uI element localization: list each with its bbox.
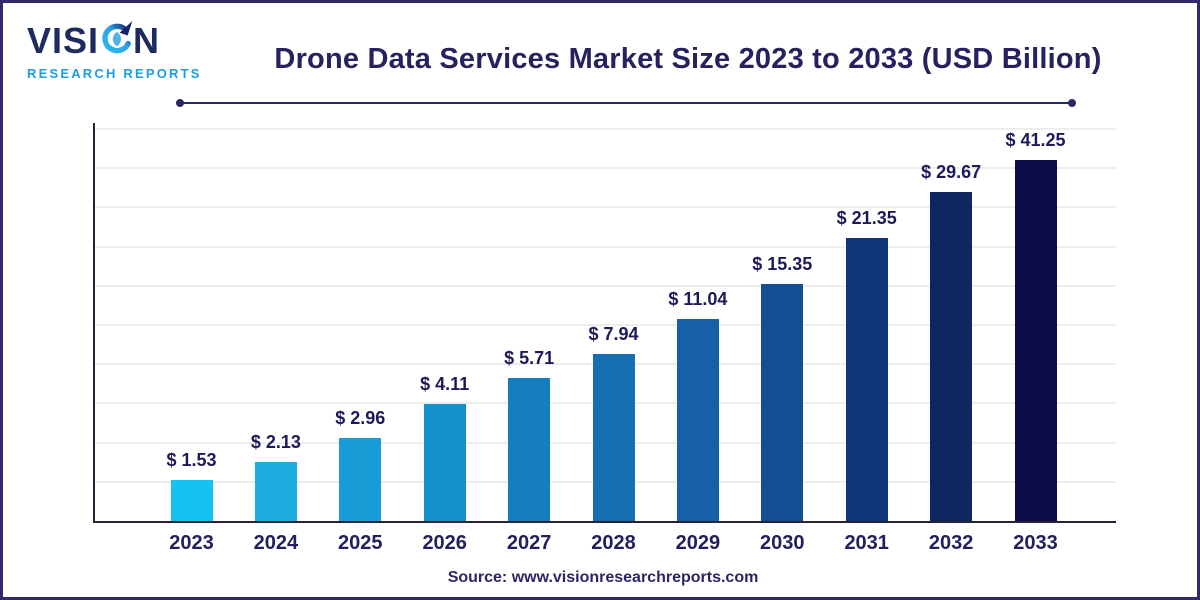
x-axis-tick-2033: 2033: [1013, 532, 1058, 554]
x-axis-tick-2032: 2032: [928, 532, 974, 554]
bar-chart: $ 1.53 2023 $ 2.13 2024 $ 2.96 2025 $ 4.11 2026…: [3, 3, 1197, 597]
gridline: [93, 128, 1116, 130]
bar-value-label-2027: $ 5.71: [504, 348, 555, 368]
bar-2026: [423, 404, 466, 521]
bar-value-label-2030: $ 15.35: [752, 254, 813, 274]
logo-wordmark-prefix: VISI: [27, 20, 100, 61]
bar-2025: [339, 438, 382, 521]
bar-value-label-2023: $ 1.53: [166, 450, 217, 470]
drone-swoosh-o-icon: [102, 21, 133, 54]
bar-value-label-2029: $ 11.04: [668, 289, 728, 309]
gridline: [93, 284, 1116, 287]
bar-2027: [508, 378, 551, 521]
bar-value-label-2026: $ 4.11: [420, 374, 470, 394]
bar-2023: [170, 480, 213, 521]
x-axis-tick-2028: 2028: [591, 532, 636, 554]
logo-wordmark-suffix: N: [133, 20, 161, 61]
gridline: [93, 324, 1116, 326]
bar-2033: [1014, 160, 1057, 521]
x-axis-tick-2025: 2025: [338, 532, 383, 554]
gridline: [93, 245, 1116, 248]
bar-2028: [592, 354, 635, 521]
y-axis-line: [93, 123, 95, 523]
gridline: [93, 206, 1116, 209]
logo-wordmark: VISI N: [27, 19, 202, 63]
bar-value-label-2028: $ 7.94: [588, 324, 639, 344]
bar-value-label-2033: $ 41.25: [1005, 130, 1066, 150]
bar-value-label-2025: $ 2.96: [335, 408, 386, 428]
title-underline: [176, 99, 1076, 107]
x-axis-tick-2031: 2031: [844, 532, 889, 554]
bar-2031: [845, 238, 888, 521]
source-attribution: Source: www.visionresearchreports.com: [447, 569, 759, 586]
bar-value-label-2032: $ 29.67: [921, 162, 982, 182]
x-axis-tick-2027: 2027: [506, 532, 552, 554]
bar-2029: [676, 319, 719, 521]
x-axis-tick-2024: 2024: [253, 532, 299, 554]
x-axis-tick-2030: 2030: [760, 532, 805, 554]
bar-value-label-2024: $ 2.13: [250, 432, 301, 452]
vision-research-reports-logo: VISI N RESEARCH REPORTS: [27, 19, 202, 81]
gridline: [93, 167, 1116, 170]
x-axis-tick-2026: 2026: [422, 532, 467, 554]
logo-subtitle: RESEARCH REPORTS: [27, 66, 202, 81]
underline-right-dot-icon: [1068, 99, 1076, 107]
x-axis-tick-2029: 2029: [675, 532, 721, 554]
bar-2032: [930, 192, 973, 521]
underline-left-dot-icon: [176, 99, 184, 107]
bar-2030: [761, 284, 804, 521]
chart-title: Drone Data Services Market Size 2023 to …: [274, 43, 1102, 75]
x-axis-line: [93, 521, 1116, 523]
bar-value-label-2031: $ 21.35: [836, 208, 897, 228]
bar-2024: [254, 462, 297, 521]
x-axis-tick-2023: 2023: [169, 532, 214, 554]
